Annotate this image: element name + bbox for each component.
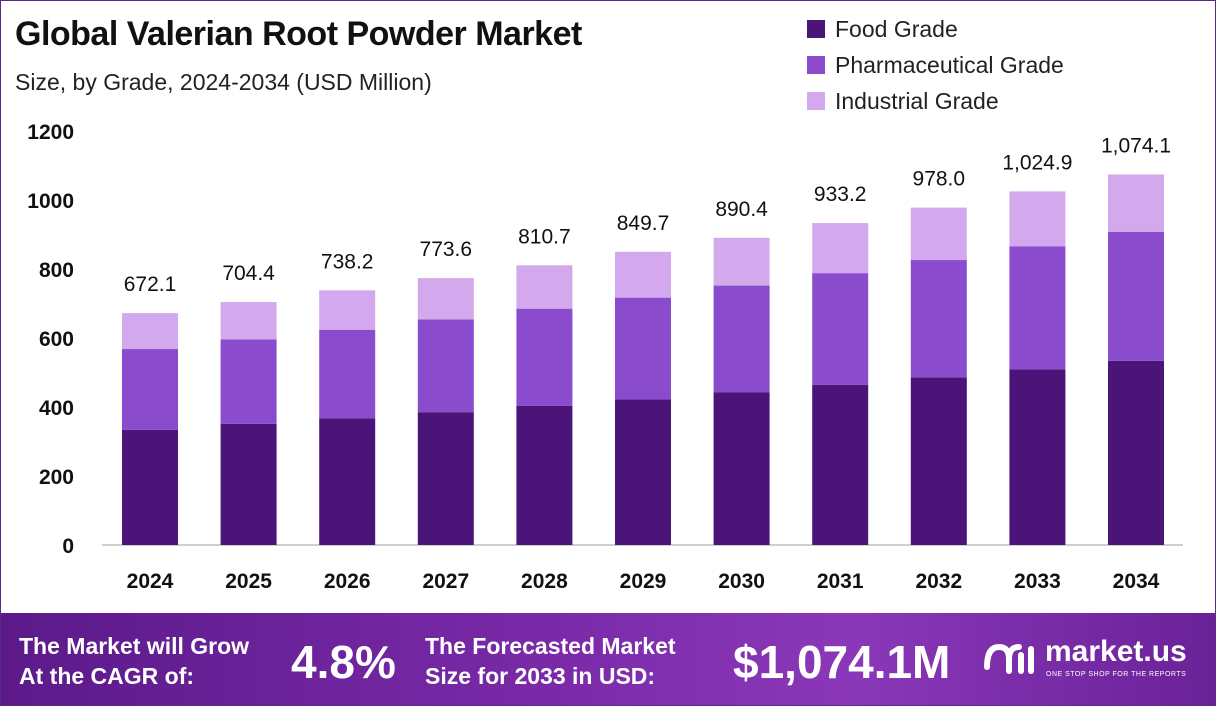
bar-segment-industrial-grade xyxy=(122,313,178,350)
bar-segment-industrial-grade xyxy=(910,207,967,261)
bar-segment-pharmaceutical-grade xyxy=(1009,246,1066,370)
bar-segment-pharmaceutical-grade xyxy=(713,285,770,393)
bar-segment-food-grade xyxy=(220,423,277,545)
legend: Food Grade Pharmaceutical Grade Industri… xyxy=(807,11,1064,119)
legend-swatch-pharmaceutical-grade xyxy=(807,56,825,74)
legend-swatch-industrial-grade xyxy=(807,92,825,110)
footer-banner: The Market will Grow At the CAGR of: 4.8… xyxy=(1,613,1215,705)
legend-item-food-grade: Food Grade xyxy=(807,11,1064,47)
x-tick-label: 2026 xyxy=(324,570,371,593)
x-tick-label: 2033 xyxy=(1014,570,1061,593)
data-label-total: 738.2 xyxy=(321,250,374,273)
legend-item-pharmaceutical-grade: Pharmaceutical Grade xyxy=(807,47,1064,83)
legend-label-pharmaceutical-grade: Pharmaceutical Grade xyxy=(835,51,1064,78)
bar-segment-industrial-grade xyxy=(713,237,770,286)
x-tick-label: 2027 xyxy=(422,570,469,593)
data-label-total: 890.4 xyxy=(715,198,768,221)
legend-item-industrial-grade: Industrial Grade xyxy=(807,83,1064,119)
data-label-total: 672.1 xyxy=(124,273,177,296)
market-us-logo-icon xyxy=(984,643,1034,674)
y-tick-label: 1200 xyxy=(27,121,74,144)
y-tick-label: 0 xyxy=(62,535,74,558)
bar-segment-food-grade xyxy=(1009,369,1066,545)
forecast-text-line-1: The Forecasted Market xyxy=(425,633,676,659)
bar-segment-pharmaceutical-grade xyxy=(122,349,178,430)
bar-segment-industrial-grade xyxy=(417,278,474,320)
bar-segment-pharmaceutical-grade xyxy=(1108,231,1164,361)
bar-segment-food-grade xyxy=(615,399,671,545)
bar-segment-food-grade xyxy=(417,412,474,545)
legend-label-food-grade: Food Grade xyxy=(835,15,958,42)
bar-segment-food-grade xyxy=(319,418,376,545)
y-tick-label: 200 xyxy=(39,466,74,489)
bar-segment-food-grade xyxy=(516,405,573,545)
bar-segment-industrial-grade xyxy=(812,223,869,274)
forecast-value: $1,074.1M xyxy=(733,636,951,688)
bar-segment-food-grade xyxy=(713,392,770,545)
y-tick-label: 400 xyxy=(39,397,74,420)
data-label-total: 810.7 xyxy=(518,225,571,248)
y-tick-label: 800 xyxy=(39,259,74,282)
bar-segment-pharmaceutical-grade xyxy=(910,260,967,378)
bar-segment-pharmaceutical-grade xyxy=(615,297,671,400)
bar-segment-industrial-grade xyxy=(1108,174,1164,232)
x-tick-label: 2034 xyxy=(1113,570,1160,593)
x-tick-label: 2025 xyxy=(225,570,272,593)
cagr-text-line-2: At the CAGR of: xyxy=(19,663,195,689)
brand-name: market.us xyxy=(1045,635,1187,668)
bar-segment-food-grade xyxy=(910,377,967,545)
y-tick-label: 600 xyxy=(39,328,74,351)
data-label-total: 978.0 xyxy=(913,168,966,191)
bar-segment-industrial-grade xyxy=(516,265,573,309)
x-tick-label: 2029 xyxy=(620,570,667,593)
bar-segment-industrial-grade xyxy=(319,290,376,330)
y-tick-label: 1000 xyxy=(27,190,74,213)
x-tick-label: 2030 xyxy=(718,570,765,593)
data-label-total: 933.2 xyxy=(814,183,867,206)
bar-segment-pharmaceutical-grade xyxy=(220,339,277,424)
bar-segment-pharmaceutical-grade xyxy=(812,273,869,385)
data-label-total: 1,024.9 xyxy=(1002,151,1072,174)
data-label-total: 1,074.1 xyxy=(1101,134,1171,157)
bar-segment-industrial-grade xyxy=(220,301,277,340)
bar-segment-pharmaceutical-grade xyxy=(417,319,474,413)
bar-segment-industrial-grade xyxy=(1009,191,1066,247)
x-tick-label: 2028 xyxy=(521,570,568,593)
x-tick-label: 2031 xyxy=(817,570,864,593)
bar-segment-food-grade xyxy=(1108,360,1164,545)
chart-title: Global Valerian Root Powder Market xyxy=(15,15,582,53)
x-tick-label: 2024 xyxy=(127,570,174,593)
x-tick-label: 2032 xyxy=(915,570,962,593)
cagr-text-line-1: The Market will Grow xyxy=(19,633,250,659)
forecast-text-line-2: Size for 2033 in USD: xyxy=(425,663,656,689)
bar-segment-industrial-grade xyxy=(615,251,671,298)
data-label-total: 849.7 xyxy=(617,212,670,235)
brand-tagline: ONE STOP SHOP FOR THE REPORTS xyxy=(1046,671,1187,678)
bar-segment-food-grade xyxy=(812,384,869,545)
data-label-total: 773.6 xyxy=(420,238,473,261)
data-label-total: 704.4 xyxy=(222,262,275,285)
bar-segment-food-grade xyxy=(122,429,178,545)
bar-segment-pharmaceutical-grade xyxy=(516,308,573,406)
cagr-value: 4.8% xyxy=(291,636,396,688)
legend-swatch-food-grade xyxy=(807,20,825,38)
bar-segment-pharmaceutical-grade xyxy=(319,329,376,419)
legend-label-industrial-grade: Industrial Grade xyxy=(835,87,999,114)
bar-chart: 0 200 400 600 800 1000 1200 672.1 2024 704.4 2025 7… xyxy=(27,121,1183,593)
chart-subtitle: Size, by Grade, 2024-2034 (USD Million) xyxy=(15,69,432,95)
